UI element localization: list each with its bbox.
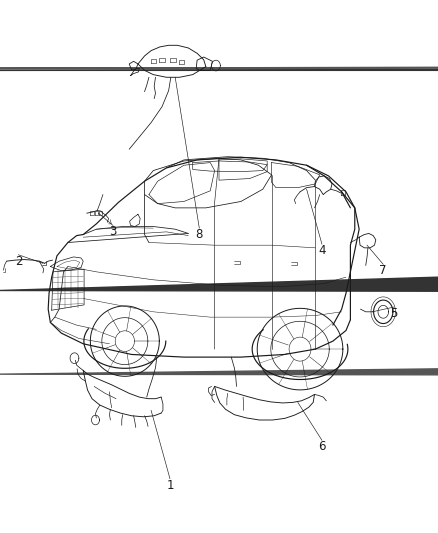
- Polygon shape: [0, 366, 438, 377]
- Text: 4: 4: [318, 244, 326, 257]
- Polygon shape: [0, 61, 438, 68]
- Text: 6: 6: [318, 440, 326, 453]
- Text: 5: 5: [391, 307, 398, 320]
- Text: 3: 3: [110, 225, 117, 238]
- Text: 8: 8: [196, 228, 203, 241]
- Polygon shape: [0, 57, 438, 70]
- Text: 1: 1: [166, 479, 174, 491]
- Text: 2: 2: [14, 255, 22, 268]
- Text: 7: 7: [379, 264, 387, 277]
- Polygon shape: [0, 274, 438, 294]
